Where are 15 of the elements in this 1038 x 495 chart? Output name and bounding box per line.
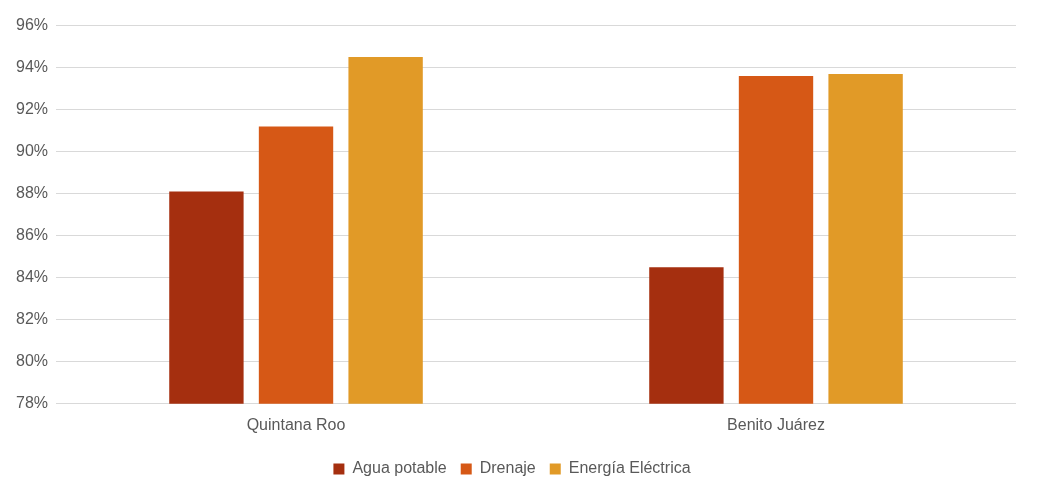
y-tick-label: 86% (15, 226, 49, 244)
y-tick-label: 80% (15, 352, 49, 370)
x-tick-label: Benito Juárez (727, 415, 825, 433)
y-tick-label: 78% (15, 394, 49, 412)
y-tick-label: 88% (15, 184, 49, 202)
y-tick-label: 96% (15, 16, 49, 34)
y-tick-label: 90% (15, 142, 49, 160)
legend-label: Agua potable (352, 459, 447, 477)
x-tick-label: Quintana Roo (246, 415, 346, 433)
y-tick-label: 92% (15, 100, 49, 118)
legend-label: Energía Eléctrica (568, 459, 691, 477)
y-tick-label: 82% (15, 310, 49, 328)
y-tick-label: 94% (15, 58, 49, 76)
legend-label: Drenaje (479, 459, 536, 477)
y-tick-label: 84% (15, 268, 49, 286)
